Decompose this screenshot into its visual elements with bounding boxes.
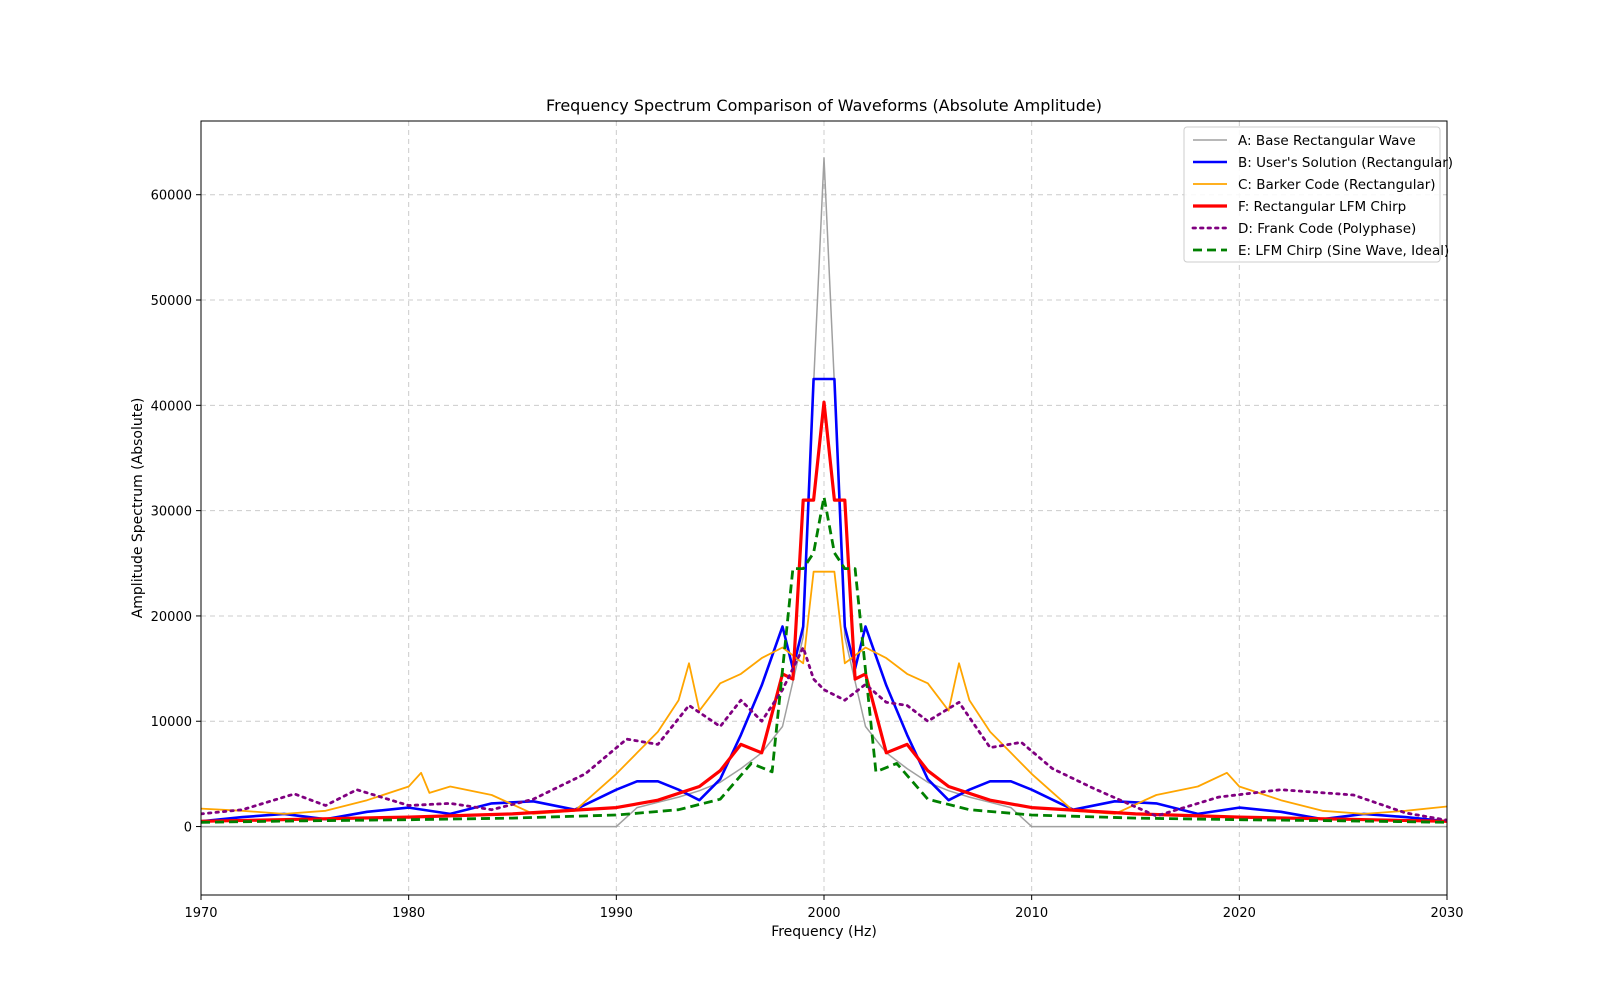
series-line-e	[201, 646, 1447, 822]
y-axis-label: Amplitude Spectrum (Absolute)	[130, 398, 146, 619]
y-tick-label: 20000	[151, 610, 192, 625]
legend-label: E: LFM Chirp (Sine Wave, Ideal)	[1238, 243, 1449, 259]
x-tick-label: 1980	[392, 906, 425, 921]
y-tick-label: 40000	[151, 399, 192, 414]
x-axis-label: Frequency (Hz)	[771, 924, 877, 940]
series-line-f	[201, 495, 1447, 824]
x-tick-label: 2010	[1015, 906, 1048, 921]
legend-label: D: Frank Code (Polyphase)	[1238, 221, 1416, 237]
legend-box	[1183, 126, 1441, 263]
y-tick-label: 50000	[151, 294, 192, 309]
y-tick-label: 60000	[151, 189, 192, 204]
series-line-d	[201, 400, 1447, 823]
series-line-a	[201, 157, 1447, 828]
legend-label: F: Rectangular LFM Chirp	[1238, 199, 1406, 215]
legend: A: Base Rectangular Wave B: User's Soluti…	[1183, 126, 1453, 263]
x-tick-label: 1990	[600, 906, 633, 921]
series-line-c	[201, 570, 1447, 815]
series-group	[201, 157, 1447, 828]
x-tick-label: 1970	[184, 906, 217, 921]
y-tick-label: 10000	[151, 715, 192, 730]
y-tick-label: 30000	[151, 505, 192, 520]
legend-label: B: User's Solution (Rectangular)	[1238, 155, 1453, 171]
x-tick-label: 2000	[807, 906, 840, 921]
legend-label: A: Base Rectangular Wave	[1238, 133, 1416, 149]
legend-label: C: Barker Code (Rectangular)	[1238, 177, 1436, 193]
axis-ticks: 1970 1980 1990 2000 2010 2020 2030 0 10000 20000 3…	[151, 189, 1464, 921]
y-tick-label: 0	[184, 821, 192, 836]
chart-title: Frequency Spectrum Comparison of Wavefor…	[546, 96, 1102, 115]
grid	[200, 121, 1448, 895]
x-tick-label: 2020	[1223, 906, 1256, 921]
x-tick-label: 2030	[1430, 906, 1463, 921]
series-line-b	[201, 377, 1447, 823]
